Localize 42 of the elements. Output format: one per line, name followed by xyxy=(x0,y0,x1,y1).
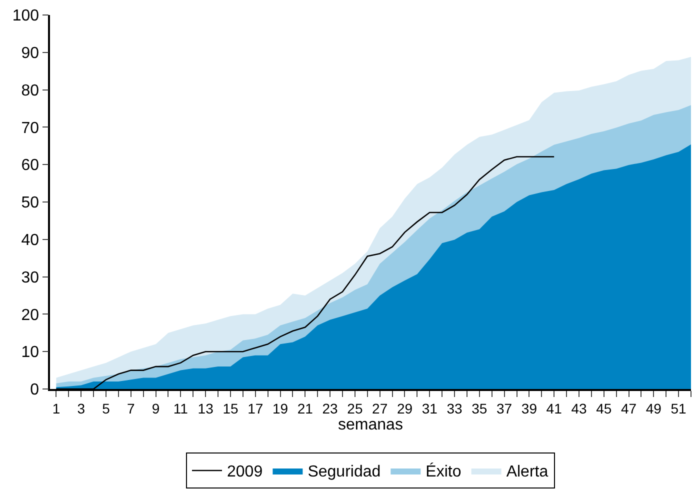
y-tick-label: 40 xyxy=(21,232,40,249)
x-tick-label: 41 xyxy=(546,400,562,417)
legend-label: Alerta xyxy=(506,464,548,481)
x-axis-title: semanas xyxy=(338,416,403,434)
y-tick-label: 50 xyxy=(21,194,40,212)
x-tick-label: 5 xyxy=(102,400,110,417)
legend-label: Éxito xyxy=(426,462,462,481)
x-tick-label: 1 xyxy=(52,400,60,417)
x-tick-label: 33 xyxy=(446,400,463,417)
x-tick-label: 49 xyxy=(646,400,662,417)
x-tick-label: 43 xyxy=(571,400,587,417)
x-tick-label: 39 xyxy=(521,400,538,417)
x-tick-label: 9 xyxy=(152,400,160,417)
legend-label: 2009 xyxy=(227,464,263,481)
x-tick-label: 15 xyxy=(222,400,238,417)
x-tick-label: 45 xyxy=(596,400,612,417)
y-tick-label: 0 xyxy=(30,382,40,399)
x-tick-label: 29 xyxy=(396,400,413,417)
x-tick-label: 37 xyxy=(496,400,512,417)
x-tick-label: 13 xyxy=(198,400,214,417)
x-tick-label: 19 xyxy=(272,400,288,417)
y-tick-label: 90 xyxy=(21,45,40,62)
y-tick-label: 30 xyxy=(21,269,40,286)
y-tick-label: 20 xyxy=(21,306,40,324)
x-tick-label: 47 xyxy=(620,400,637,417)
x-tick-label: 27 xyxy=(372,400,388,417)
x-tick-label: 31 xyxy=(422,400,438,417)
x-tick-label: 23 xyxy=(322,400,338,417)
y-tick-label: 70 xyxy=(21,120,40,137)
y-tick-label: 60 xyxy=(21,157,40,174)
y-tick-label: 10 xyxy=(21,344,40,362)
x-tick-label: 7 xyxy=(127,400,135,417)
y-tick-label: 80 xyxy=(21,82,40,100)
x-tick-label: 17 xyxy=(248,400,264,417)
legend-label: Seguridad xyxy=(308,464,381,481)
x-tick-label: 35 xyxy=(472,400,488,417)
y-tick-label: 100 xyxy=(12,8,40,25)
x-tick-label: 21 xyxy=(297,400,314,417)
x-tick-label: 11 xyxy=(173,400,188,417)
x-tick-label: 51 xyxy=(670,400,687,417)
x-tick-label: 3 xyxy=(77,400,86,417)
x-tick-label: 25 xyxy=(347,400,363,417)
